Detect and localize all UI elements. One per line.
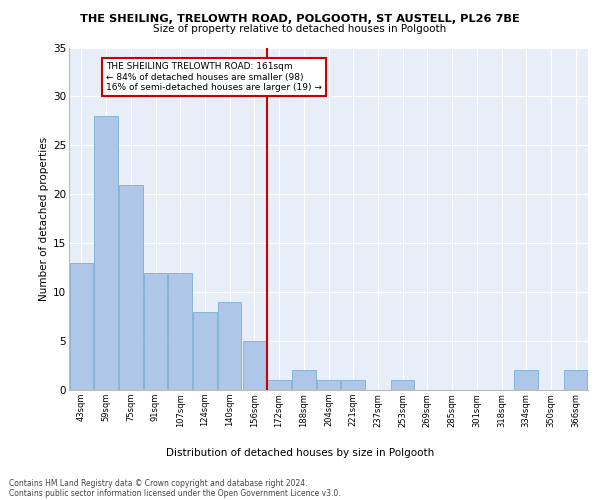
Bar: [268, 380, 291, 390]
Bar: [391, 380, 415, 390]
Bar: [341, 380, 365, 390]
Bar: [292, 370, 316, 390]
Text: Contains public sector information licensed under the Open Government Licence v3: Contains public sector information licen…: [9, 489, 341, 498]
Bar: [169, 272, 192, 390]
Bar: [564, 370, 587, 390]
Bar: [514, 370, 538, 390]
Bar: [193, 312, 217, 390]
Text: Distribution of detached houses by size in Polgooth: Distribution of detached houses by size …: [166, 448, 434, 458]
Text: THE SHEILING, TRELOWTH ROAD, POLGOOTH, ST AUSTELL, PL26 7BE: THE SHEILING, TRELOWTH ROAD, POLGOOTH, S…: [80, 14, 520, 24]
Bar: [70, 263, 93, 390]
Y-axis label: Number of detached properties: Number of detached properties: [39, 136, 49, 301]
Bar: [94, 116, 118, 390]
Bar: [218, 302, 241, 390]
Bar: [317, 380, 340, 390]
Text: Size of property relative to detached houses in Polgooth: Size of property relative to detached ho…: [154, 24, 446, 34]
Bar: [119, 184, 143, 390]
Bar: [242, 341, 266, 390]
Text: Contains HM Land Registry data © Crown copyright and database right 2024.: Contains HM Land Registry data © Crown c…: [9, 479, 308, 488]
Bar: [144, 272, 167, 390]
Text: THE SHEILING TRELOWTH ROAD: 161sqm
← 84% of detached houses are smaller (98)
16%: THE SHEILING TRELOWTH ROAD: 161sqm ← 84%…: [106, 62, 322, 92]
